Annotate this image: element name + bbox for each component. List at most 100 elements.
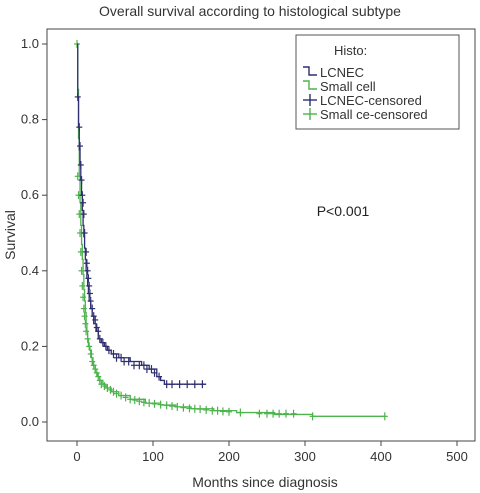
lcnec-censor-mark: [105, 346, 112, 355]
lcnec-censor-mark: [102, 342, 109, 351]
small-cell-censor-mark: [81, 312, 88, 321]
legend-title: Histo:: [334, 43, 367, 58]
lcnec-censor-mark: [80, 198, 87, 207]
lcnec-censor-mark: [86, 289, 93, 298]
legend-box: [295, 34, 460, 130]
y-axis-label: Survival: [2, 210, 18, 260]
lcnec-censor-mark: [78, 176, 85, 185]
small-cell-censor-mark: [163, 401, 170, 410]
lcnec-censor-mark: [77, 142, 84, 151]
lcnec-censor-mark: [85, 274, 92, 283]
lcnec-censor-mark: [81, 229, 88, 237]
small-cell-censor-mark: [180, 403, 187, 412]
small-cell-censor-mark: [270, 409, 277, 418]
lcnec-censor-mark: [76, 123, 83, 132]
small-cell-censor-mark: [118, 391, 125, 400]
lcnec-censor-mark: [118, 353, 125, 362]
y-tick-label: 0.6: [21, 187, 39, 202]
small-cell-censor-mark: [98, 380, 105, 389]
x-axis-ticks: 0 100 200 300 400 500: [73, 441, 468, 464]
small-cell-censor-mark: [169, 402, 175, 411]
series-layer: [74, 40, 388, 421]
small-cell-censor-mark: [157, 400, 164, 409]
lcnec-censor-mark: [77, 160, 84, 169]
chart-title: Overall survival according to histologic…: [99, 3, 401, 19]
small-cell-censor-mark: [174, 402, 181, 411]
small-cell-censor-mark: [86, 342, 93, 351]
legend-item-lcnec-censored: LCNEC-censored: [303, 93, 422, 108]
lcnec-censor-mark: [140, 361, 147, 370]
small-cell-censor-mark: [82, 319, 89, 328]
small-cell-censor-mark: [104, 383, 111, 392]
small-cell-censor-mark: [264, 409, 270, 418]
small-cell-censor-mark: [191, 404, 198, 413]
lcnec-censor-mark: [125, 357, 132, 366]
small-cell-censor-mark: [197, 405, 204, 414]
x-tick-label: 0: [73, 449, 80, 464]
small-cell-censor-mark: [87, 349, 94, 358]
small-cell-censor-mark: [122, 393, 129, 402]
small-cell-censor-mark: [83, 327, 90, 336]
lcnec-censor-mark: [84, 266, 91, 275]
lcnec-censor-mark: [86, 281, 93, 290]
legend-label: Small ce-censored: [320, 107, 428, 122]
lcnec-censor-mark: [148, 365, 155, 374]
legend-item-lcnec: LCNEC: [303, 65, 364, 80]
lcnec-censor-mark: [151, 368, 158, 377]
small-cell-censor-mark: [131, 396, 138, 405]
small-cell-censor-mark: [226, 407, 232, 416]
lcnec-censor-mark: [176, 380, 183, 389]
x-tick-label: 300: [294, 449, 316, 464]
small-cell-censor-mark: [136, 397, 143, 406]
y-tick-label: 1.0: [21, 36, 39, 51]
small-cell-censor-mark: [113, 389, 120, 398]
small-cell-censor-mark: [79, 281, 86, 290]
small-cell-censor-mark: [209, 406, 216, 415]
lcnec-censor-mark: [83, 259, 90, 268]
lcnec-censor-mark: [184, 380, 191, 389]
x-tick-label: 100: [142, 449, 164, 464]
lcnec-censor-mark: [95, 327, 102, 336]
small-cell-censor-mark: [203, 405, 210, 414]
lcnec-censor-mark: [191, 380, 198, 389]
small-cell-censor-mark: [107, 385, 114, 394]
lcnec-censor-mark: [131, 361, 137, 370]
small-cell-censor-mark: [146, 399, 153, 408]
lcnec-censor-mark: [74, 92, 81, 101]
small-cell-censor-mark: [219, 407, 226, 416]
lcnec-censor-mark: [79, 191, 86, 200]
small-cell-censor-mark: [110, 387, 117, 396]
legend-label: LCNEC-censored: [320, 93, 422, 108]
legend-swatch: [303, 80, 317, 90]
lcnec-censor-mark: [163, 380, 170, 389]
small-cell-censor-mark: [140, 398, 147, 407]
lcnec-censor-mark: [96, 334, 103, 343]
legend-item-small-cell-censored: Small ce-censored: [303, 107, 428, 122]
small-cell-censor-mark: [256, 409, 263, 418]
x-tick-label: 200: [218, 449, 240, 464]
y-tick-label: 0.2: [21, 338, 39, 353]
legend-swatch: [303, 66, 317, 76]
small-cell-censor-mark: [283, 409, 289, 418]
lcnec-censor-mark: [169, 380, 175, 389]
plot-frame: [46, 28, 476, 442]
lcnec-censor-mark: [92, 315, 99, 324]
lcnec-censor-mark: [83, 247, 90, 256]
small-cell-censor-mark: [78, 266, 85, 275]
legend-label: LCNEC: [320, 65, 364, 80]
small-cell-censor-mark: [101, 382, 108, 391]
small-cell-censor-mark: [381, 412, 388, 421]
y-tick-label: 0.0: [21, 414, 39, 429]
x-axis-label: Months since diagnosis: [192, 474, 338, 490]
lcnec-censor-mark: [87, 297, 94, 306]
y-axis-ticks: 0.0 0.2 0.4 0.6 0.8 1.0: [21, 36, 47, 429]
lcnec-survival-curve: [77, 43, 207, 385]
small-cell-censor-mark: [77, 247, 84, 256]
small-cell-censor-mark: [276, 409, 283, 418]
lcnec-censor-mark: [199, 380, 206, 389]
small-cell-censor-mark: [186, 404, 193, 413]
small-cell-censor-mark: [237, 408, 244, 417]
legend-label: Small cell: [320, 79, 376, 94]
